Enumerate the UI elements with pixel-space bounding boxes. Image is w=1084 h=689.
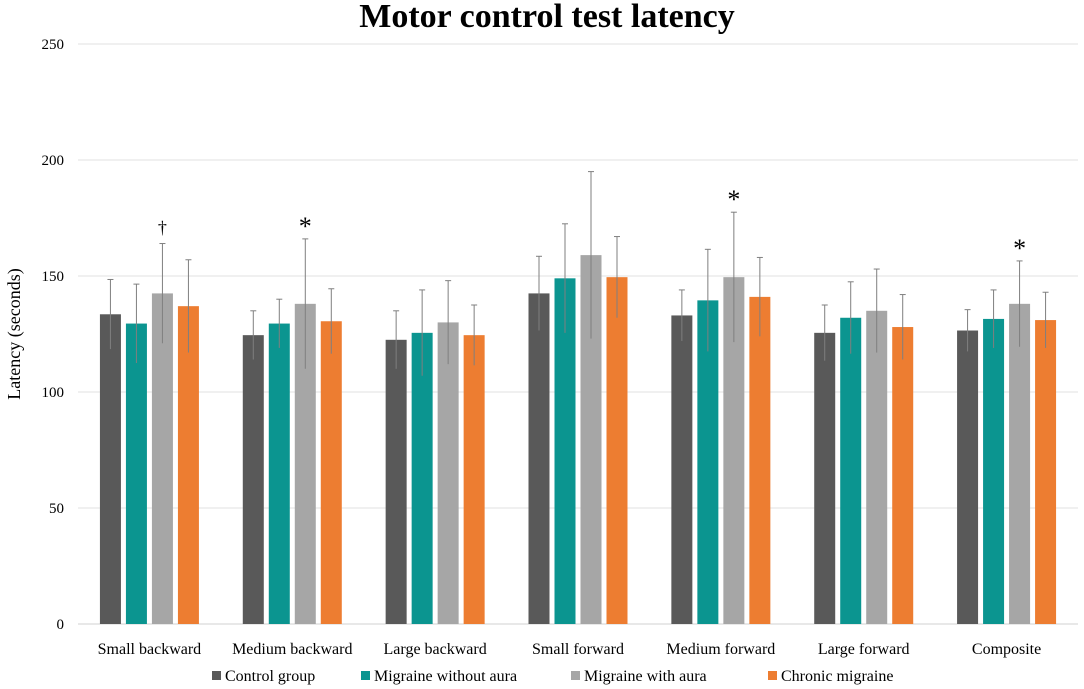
y-axis-label: Latency (seconds)	[4, 268, 25, 399]
bar-chronic-migraine	[892, 327, 914, 624]
bar-control-group	[957, 330, 979, 624]
bar-chronic-migraine	[177, 306, 199, 624]
legend: Control group Migraine without aura Migrai…	[212, 668, 893, 685]
legend-label: Control group	[225, 668, 315, 685]
x-category-label: Large forward	[818, 641, 910, 658]
bar-migraine-with-aura	[437, 322, 459, 624]
bar-migraine-without-aura	[840, 317, 862, 624]
bar-control-group	[385, 339, 407, 624]
legend-swatch-chronic-migraine	[768, 671, 777, 680]
legend-swatch-control-group	[212, 671, 221, 680]
bar-migraine-with-aura	[580, 255, 602, 624]
significance-marker: †	[158, 218, 167, 238]
y-tick-label: 200	[42, 153, 65, 169]
bar-control-group	[242, 335, 264, 624]
bar-control-group	[814, 332, 836, 624]
bar-migraine-without-aura	[268, 323, 290, 624]
x-category-label: Small forward	[532, 641, 624, 658]
y-tick-label: 50	[49, 501, 64, 517]
bar-chronic-migraine	[1035, 320, 1057, 624]
bar-migraine-with-aura	[294, 303, 316, 624]
bar-migraine-without-aura	[554, 278, 576, 624]
bar-migraine-without-aura	[411, 332, 433, 624]
significance-markers: † * * *	[158, 185, 1026, 263]
bar-control-group	[99, 314, 121, 624]
y-tick-label: 100	[42, 385, 65, 401]
y-tick-label: 250	[42, 37, 65, 53]
x-category-label: Composite	[972, 641, 1041, 658]
significance-marker: *	[1013, 234, 1026, 263]
chart-title: Motor control test latency	[359, 0, 734, 35]
significance-marker: *	[727, 185, 740, 214]
x-category-label: Medium backward	[232, 641, 352, 658]
bar-chronic-migraine	[320, 321, 342, 624]
y-axis-ticks: 0 50 100 150 200 250	[42, 37, 65, 633]
x-category-label: Small backward	[98, 641, 202, 658]
legend-swatch-migraine-without-aura	[361, 671, 370, 680]
bar-chronic-migraine	[606, 277, 628, 624]
x-category-label: Large backward	[384, 641, 487, 658]
bars	[99, 255, 1057, 624]
bar-migraine-with-aura	[151, 293, 173, 624]
bar-chronic-migraine	[463, 335, 485, 624]
y-tick-label: 150	[42, 269, 65, 285]
x-axis-categories: Small backward Medium backward Large backw…	[98, 641, 1042, 658]
legend-swatch-migraine-with-aura	[571, 671, 580, 680]
bar-migraine-with-aura	[1009, 303, 1031, 624]
bar-migraine-without-aura	[125, 323, 147, 624]
bar-chronic-migraine	[749, 296, 771, 624]
bar-migraine-without-aura	[697, 300, 719, 624]
error-bars	[107, 171, 1049, 376]
bar-migraine-with-aura	[866, 310, 888, 624]
bar-control-group	[671, 315, 693, 624]
x-category-label: Medium forward	[666, 641, 775, 658]
legend-label: Migraine with aura	[584, 668, 707, 685]
significance-marker: *	[299, 212, 312, 241]
bar-control-group	[528, 293, 550, 624]
y-tick-label: 0	[57, 617, 65, 633]
bar-migraine-without-aura	[983, 318, 1005, 624]
gridlines	[78, 43, 1078, 625]
legend-label: Chronic migraine	[781, 668, 893, 685]
legend-label: Migraine without aura	[374, 668, 517, 685]
bar-migraine-with-aura	[723, 277, 745, 624]
